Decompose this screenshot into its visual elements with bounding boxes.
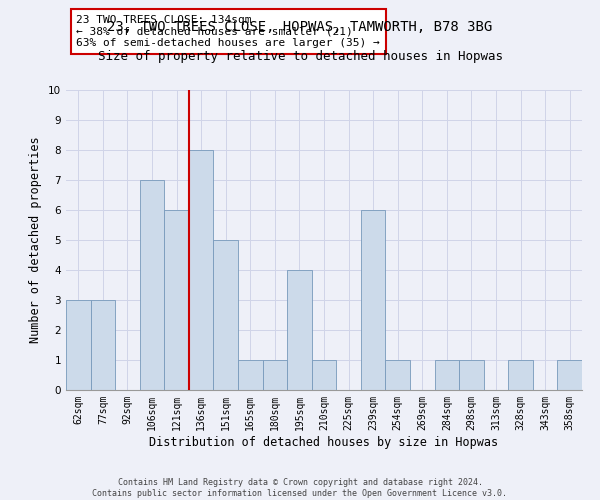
Bar	[557, 360, 582, 390]
Text: 23 TWO TREES CLOSE: 134sqm
← 38% of detached houses are smaller (21)
63% of semi: 23 TWO TREES CLOSE: 134sqm ← 38% of deta…	[76, 15, 380, 48]
Y-axis label: Number of detached properties: Number of detached properties	[29, 136, 43, 344]
Bar	[312, 360, 336, 390]
Bar	[238, 360, 263, 390]
Bar	[189, 150, 214, 390]
Bar	[164, 210, 189, 390]
Bar	[91, 300, 115, 390]
Text: Contains HM Land Registry data © Crown copyright and database right 2024.
Contai: Contains HM Land Registry data © Crown c…	[92, 478, 508, 498]
Bar	[434, 360, 459, 390]
Bar	[140, 180, 164, 390]
Bar	[287, 270, 312, 390]
X-axis label: Distribution of detached houses by size in Hopwas: Distribution of detached houses by size …	[149, 436, 499, 448]
Bar	[508, 360, 533, 390]
Text: 23, TWO TREES CLOSE, HOPWAS, TAMWORTH, B78 3BG: 23, TWO TREES CLOSE, HOPWAS, TAMWORTH, B…	[107, 20, 493, 34]
Bar	[214, 240, 238, 390]
Bar	[361, 210, 385, 390]
Bar	[66, 300, 91, 390]
Bar	[459, 360, 484, 390]
Text: Size of property relative to detached houses in Hopwas: Size of property relative to detached ho…	[97, 50, 503, 63]
Bar	[263, 360, 287, 390]
Bar	[385, 360, 410, 390]
